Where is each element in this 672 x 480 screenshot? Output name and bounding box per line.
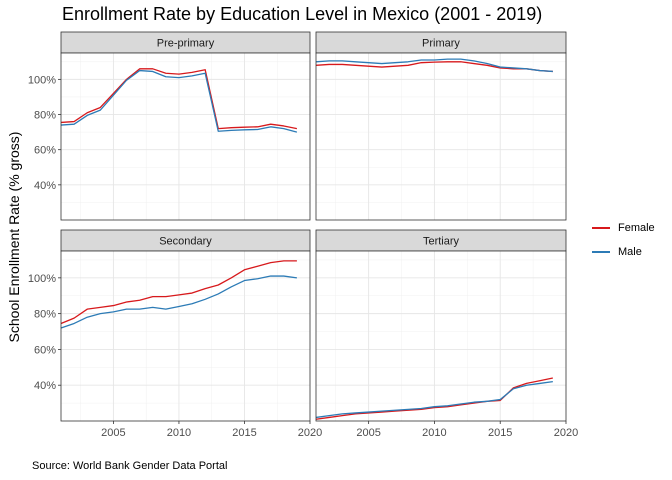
series-line-female-secondary — [60, 260, 297, 325]
legend-label-male: Male — [618, 246, 642, 258]
x-tick-label: 2020 — [298, 427, 322, 439]
series-line-male-primary — [315, 58, 553, 73]
legend-key-female — [592, 227, 610, 229]
x-tick-label: 2010 — [167, 427, 191, 439]
legend-label-female: Female — [618, 222, 655, 234]
x-tick-label: 2015 — [488, 427, 512, 439]
panel-border-primary — [315, 52, 567, 221]
legend-key-male — [592, 251, 610, 253]
series-line-female-pre-primary — [60, 68, 298, 130]
series-line-male-secondary — [60, 275, 297, 329]
panel-bg-secondary — [61, 251, 310, 421]
chart-title: Enrollment Rate by Education Level in Me… — [62, 4, 543, 24]
y-tick-label: 40% — [34, 380, 56, 392]
series-line-female-tertiary — [315, 377, 553, 420]
panel-border-pre-primary — [60, 52, 311, 221]
y-tick-label: 100% — [28, 273, 56, 285]
facet-label-pre-primary: Pre-primary — [157, 38, 215, 50]
facet-label-primary: Primary — [422, 38, 460, 50]
panel-bg-pre-primary — [61, 53, 310, 220]
y-tick-label: 60% — [34, 344, 56, 356]
series-line-male-pre-primary — [60, 69, 298, 133]
x-tick-label: 2005 — [356, 427, 380, 439]
x-tick-label: 2015 — [232, 427, 256, 439]
panel-border-secondary — [60, 250, 311, 422]
y-tick-label: 60% — [34, 145, 56, 157]
y-axis-title: School Enrollment Rate (% gross) — [6, 131, 22, 343]
panel-border-tertiary — [315, 250, 567, 422]
x-tick-label: 2020 — [554, 427, 578, 439]
series-line-female-primary — [315, 61, 553, 73]
legend-item-male: Male — [592, 244, 642, 260]
y-tick-label: 80% — [34, 309, 56, 321]
x-tick-label: 2010 — [422, 427, 446, 439]
facet-label-tertiary: Tertiary — [423, 236, 460, 248]
panel-bg-tertiary — [316, 251, 566, 421]
y-tick-label: 40% — [34, 180, 56, 192]
series-line-male-tertiary — [315, 380, 553, 419]
y-tick-label: 80% — [34, 110, 56, 122]
panel-bg-primary — [316, 53, 566, 220]
source-caption: Source: World Bank Gender Data Portal — [32, 460, 228, 472]
y-tick-label: 100% — [28, 74, 56, 86]
facet-label-secondary: Secondary — [159, 236, 212, 248]
x-tick-label: 2005 — [101, 427, 125, 439]
legend-item-female: Female — [592, 220, 655, 236]
